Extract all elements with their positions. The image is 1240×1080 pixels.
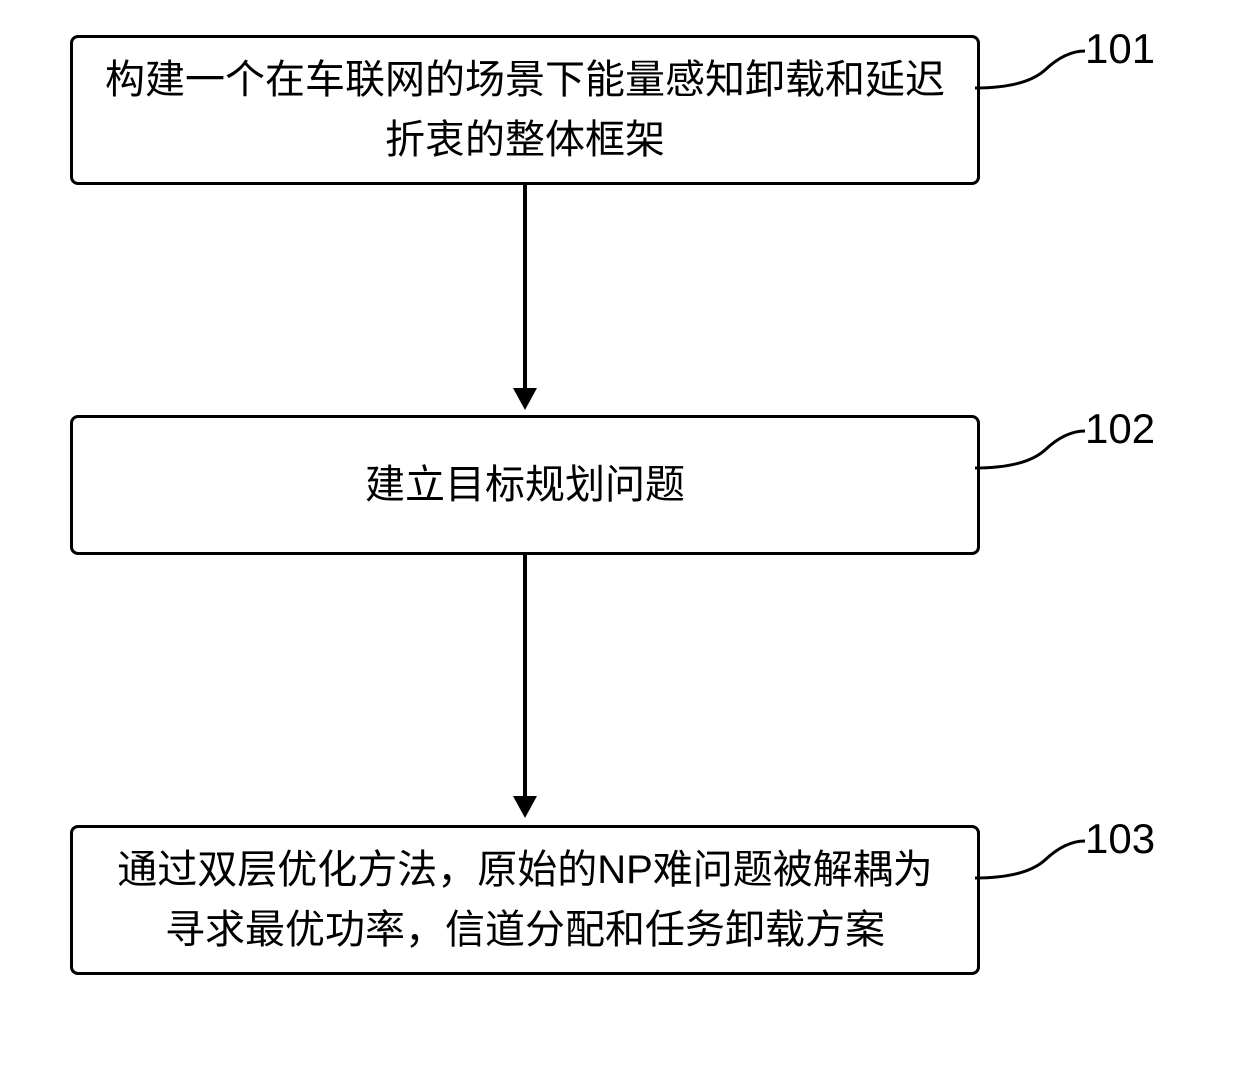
node-3-text: 通过双层优化方法，原始的NP难问题被解耦为寻求最优功率，信道分配和任务卸载方案 (103, 840, 947, 960)
node-1-text: 构建一个在车联网的场景下能量感知卸载和延迟折衷的整体框架 (103, 50, 947, 170)
arrow-2-to-3-line (523, 555, 527, 798)
flowchart-node-3: 通过双层优化方法，原始的NP难问题被解耦为寻求最优功率，信道分配和任务卸载方案 (70, 825, 980, 975)
flowchart-node-2: 建立目标规划问题 (70, 415, 980, 555)
node-1-leader-line (975, 45, 1085, 95)
node-2-leader-line (975, 425, 1085, 475)
arrow-2-to-3-head (513, 796, 537, 818)
arrow-1-to-2-head (513, 388, 537, 410)
node-3-label: 103 (1085, 815, 1155, 863)
node-3-leader-line (975, 835, 1085, 885)
flowchart-container: 构建一个在车联网的场景下能量感知卸载和延迟折衷的整体框架 101 建立目标规划问… (0, 0, 1240, 1080)
node-2-label: 102 (1085, 405, 1155, 453)
node-2-text: 建立目标规划问题 (365, 455, 685, 515)
flowchart-node-1: 构建一个在车联网的场景下能量感知卸载和延迟折衷的整体框架 (70, 35, 980, 185)
arrow-1-to-2-line (523, 185, 527, 390)
node-1-label: 101 (1085, 25, 1155, 73)
